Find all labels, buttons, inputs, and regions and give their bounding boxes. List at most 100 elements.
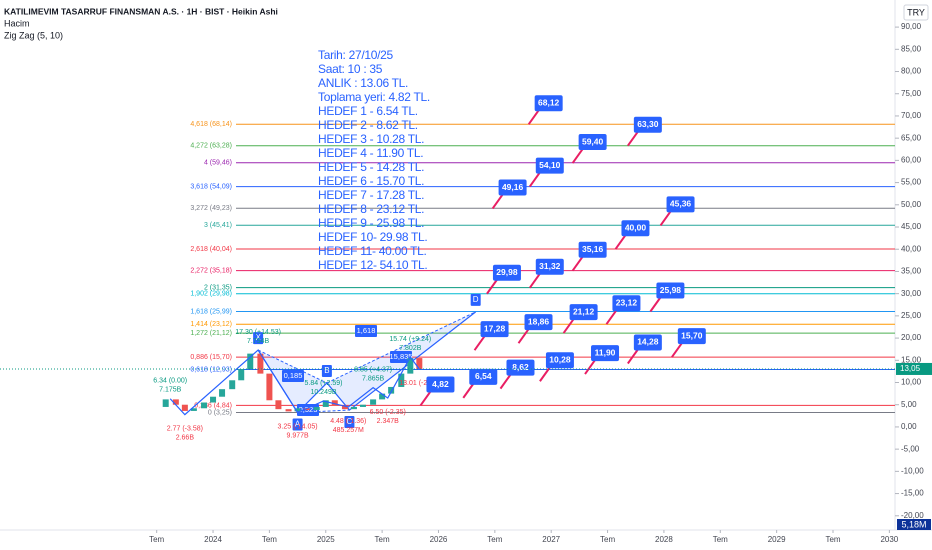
- zigzag-volume: 2.347B: [377, 418, 400, 425]
- y-tick-label: 65,00: [901, 133, 922, 142]
- ratio-box: [390, 351, 412, 363]
- y-tick-label: -10,00: [901, 466, 924, 475]
- x-tick-label: 2027: [542, 535, 560, 544]
- candle: [331, 400, 338, 406]
- target-label: 11,90: [595, 347, 616, 357]
- fib-label: 2,618 (40,04): [190, 246, 232, 253]
- target-label: 17,28: [484, 323, 506, 333]
- zigzag-line: [169, 349, 420, 416]
- y-tick-label: 0,00: [901, 422, 917, 431]
- note-line: HEDEF 12- 54.10 TL.: [318, 258, 427, 272]
- last-price-box: [896, 362, 932, 375]
- candle: [172, 399, 179, 405]
- note-line: HEDEF 8 - 23.12 TL.: [318, 202, 424, 216]
- target-label: 40,00: [625, 222, 647, 232]
- target-label: 23,12: [616, 297, 638, 307]
- pattern-point-label: D: [473, 295, 479, 304]
- pattern-point-label: X: [255, 333, 261, 342]
- fib-label: 1,414 (23,12): [190, 321, 232, 328]
- zigzag-label: 17.30 (+14.53): [235, 329, 281, 336]
- candle: [266, 373, 273, 401]
- target-box: [656, 282, 685, 299]
- x-tick-label: 2026: [430, 535, 448, 544]
- ratio-box: [355, 325, 377, 337]
- candle: [210, 396, 217, 403]
- pattern-point-label: B: [324, 366, 329, 375]
- candle: [229, 380, 236, 390]
- currency-box[interactable]: [903, 4, 929, 21]
- note-line: HEDEF 3 - 10.28 TL.: [318, 132, 424, 146]
- fib-label: 2 (31,35): [204, 285, 232, 292]
- x-tick-label: 2029: [768, 535, 786, 544]
- candle: [313, 406, 320, 411]
- target-pointer: [571, 256, 584, 272]
- y-tick-label: 80,00: [901, 67, 922, 76]
- ratio-box: [282, 370, 304, 382]
- x-tick-label: 2024: [204, 535, 222, 544]
- target-box: [524, 314, 553, 331]
- note-line: HEDEF 5 - 14.28 TL.: [318, 160, 424, 174]
- fib-label: 1,902 (29,98): [190, 291, 232, 298]
- pattern-point-box: [344, 416, 355, 429]
- target-label: 29,98: [496, 267, 518, 277]
- target-label: 8,62: [512, 362, 529, 372]
- y-tick-label: 10,00: [901, 378, 922, 387]
- y-tick-label: 25,00: [901, 311, 922, 320]
- x-tick-label: Tem: [375, 535, 390, 544]
- candle: [247, 353, 254, 370]
- target-pointer: [528, 172, 541, 188]
- target-pointer: [473, 335, 486, 351]
- fib-label: 4,272 (63,28): [190, 143, 232, 150]
- fib-label: 4 (59,46): [204, 160, 232, 167]
- currency[interactable]: TRY: [907, 7, 925, 17]
- y-tick-label: 15,00: [901, 355, 922, 364]
- pattern-point-box: [321, 364, 332, 377]
- target-label: 63,30: [637, 119, 659, 129]
- target-pointer: [562, 318, 575, 334]
- target-pointer: [659, 210, 672, 226]
- y-tick-label: 45,00: [901, 222, 922, 231]
- candle: [201, 402, 208, 409]
- zigzag-volume: 485.257M: [333, 427, 364, 434]
- y-tick-label: 75,00: [901, 89, 922, 98]
- target-pointer: [499, 374, 512, 390]
- y-tick-label: 5,00: [901, 400, 917, 409]
- volume-label: Hacim: [4, 18, 30, 28]
- target-pointer: [670, 342, 683, 358]
- y-tick-label: -5,00: [901, 444, 920, 453]
- target-box: [426, 376, 455, 393]
- target-pointer: [486, 279, 498, 295]
- fib-label: 1,272 (21,12): [190, 330, 232, 337]
- ratio-label: 15,835: [390, 352, 413, 361]
- target-box: [506, 359, 535, 376]
- y-tick-label: 70,00: [901, 111, 922, 120]
- zigzag-volume: 7.865B: [362, 375, 385, 382]
- candle: [219, 389, 226, 397]
- target-label: 21,12: [573, 306, 595, 316]
- target-box: [492, 264, 521, 281]
- zigzag-volume: 10.249B: [310, 389, 336, 396]
- note-line: HEDEF 2 - 8.62 TL.: [318, 118, 418, 132]
- y-tick-label: -15,00: [901, 489, 924, 498]
- target-pointer: [614, 234, 627, 250]
- target-box: [480, 321, 509, 338]
- note-line: ANLIK : 13.06 TL.: [318, 76, 408, 90]
- candle: [294, 408, 301, 412]
- x-tick-label: 2030: [880, 535, 898, 544]
- target-box: [621, 220, 650, 237]
- target-label: 15,70: [681, 330, 703, 340]
- symbol-title: KATILIMEVIM TASARRUF FINANSMAN A.S. · 1H…: [4, 6, 278, 16]
- zigzag-volume: 9.977B: [286, 432, 309, 439]
- note-line: HEDEF 10- 29.98 TL.: [318, 230, 427, 244]
- target-pointer: [605, 309, 618, 325]
- zigzag-volume: 7.802B: [399, 345, 422, 352]
- pattern-diag: [326, 311, 476, 384]
- target-box: [666, 196, 695, 213]
- pattern-point-label: C: [347, 417, 353, 426]
- candle: [379, 393, 386, 400]
- zigzag-label: 5.84 (+2.59): [305, 380, 343, 387]
- candle: [407, 358, 414, 374]
- note-line: HEDEF 7 - 17.28 TL.: [318, 188, 424, 202]
- target-pointer: [491, 193, 504, 210]
